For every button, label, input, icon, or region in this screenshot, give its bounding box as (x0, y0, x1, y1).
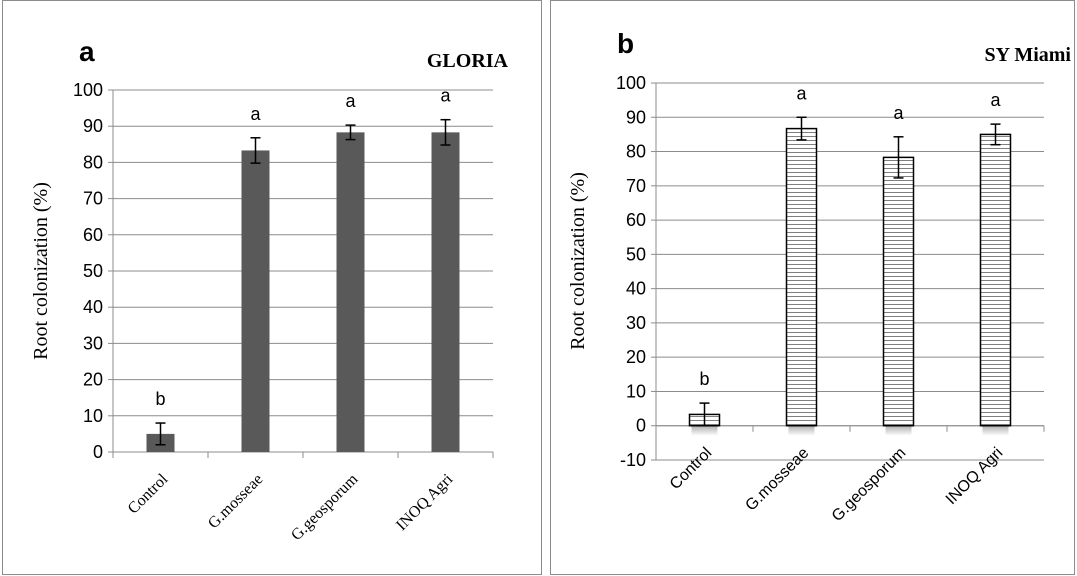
chart-b-ytick-label: 100 (616, 73, 646, 93)
chart-b-bar (979, 133, 1012, 427)
chart-a-ytick-label: 10 (83, 406, 103, 426)
chart-a-ytick-label: 100 (73, 80, 103, 100)
chart-b-ytick-label: -10 (620, 450, 646, 470)
chart-a-category-label: G.mosseae (205, 471, 266, 532)
chart-panel-a: a GLORIA Root colonization (%) 0 10 20 30 40… (2, 0, 542, 575)
chart-a-bar (431, 132, 460, 452)
chart-b-title: SY Miami (985, 44, 1072, 66)
chart-b-ytick-label: 0 (636, 416, 646, 436)
chart-a-ytick-label: 0 (93, 442, 103, 462)
chart-b-category-label: G.mosseae (742, 444, 812, 514)
chart-b-ylabel: Root colonization (%) (567, 172, 589, 350)
chart-a-bar (241, 150, 270, 453)
chart-b-ytick-label: 30 (626, 313, 646, 333)
chart-panel-b: b SY Miami Root colonization (%) -10 0 10 2… (550, 0, 1075, 575)
chart-b-significance-label: a (796, 83, 807, 103)
chart-a-ytick-label: 30 (83, 333, 103, 353)
chart-a-ytick-label: 60 (83, 225, 103, 245)
chart-b-significance-label: a (893, 103, 904, 123)
chart-b-ytick-label: 90 (626, 107, 646, 127)
chart-a-ylabel: Root colonization (%) (30, 182, 52, 360)
chart-b-bar-shadow (691, 425, 718, 436)
chart-a-svg: a GLORIA Root colonization (%) 0 10 20 30 40… (30, 36, 509, 544)
chart-a-ytick-label: 20 (83, 370, 103, 390)
chart-a-significance-label: a (345, 91, 356, 111)
chart-b-bar-shadow (788, 425, 815, 436)
chart-b-ytick-label: 10 (626, 381, 646, 401)
chart-b-category-label: INOQ Agri (943, 445, 1007, 509)
chart-b-ytick-label: 80 (626, 142, 646, 162)
chart-a-category-label: Control (125, 470, 172, 517)
chart-a-category-label: INOQ Agri (393, 470, 457, 534)
chart-b-bar-shadow (982, 425, 1009, 436)
chart-b-significance-label: a (990, 90, 1001, 110)
chart-a-significance-label: a (440, 86, 451, 106)
chart-a-ytick-label: 90 (83, 116, 103, 136)
chart-a-ytick-label: 40 (83, 297, 103, 317)
chart-b-ytick-label: 50 (626, 244, 646, 264)
chart-b-significance-label: b (699, 369, 709, 389)
chart-b-bar-shadow (885, 425, 912, 436)
chart-b-bar (882, 156, 915, 427)
chart-a-significance-label: a (250, 104, 261, 124)
chart-a-title: GLORIA (427, 50, 509, 72)
chart-b-ytick-label: 20 (626, 347, 646, 367)
panel-letter-b: b (617, 28, 634, 59)
chart-a-significance-label: b (155, 389, 165, 409)
chart-b-ytick-label: 70 (626, 176, 646, 196)
chart-a-ytick-label: 80 (83, 152, 103, 172)
chart-b-category-label: G.geosporum (829, 445, 910, 526)
chart-b-ytick-label: 60 (626, 210, 646, 230)
panel-letter-a: a (79, 36, 95, 67)
chart-a-bar (336, 132, 365, 452)
chart-a-category-label: G.geosporum (288, 470, 362, 544)
chart-b-svg: b SY Miami Root colonization (%) -10 0 10 2… (567, 28, 1072, 526)
chart-a-ytick-label: 70 (83, 189, 103, 209)
chart-b-ytick-label: 40 (626, 279, 646, 299)
chart-a-ytick-label: 50 (83, 261, 103, 281)
chart-b-bar (785, 127, 818, 427)
chart-b-category-label: Control (667, 445, 715, 493)
